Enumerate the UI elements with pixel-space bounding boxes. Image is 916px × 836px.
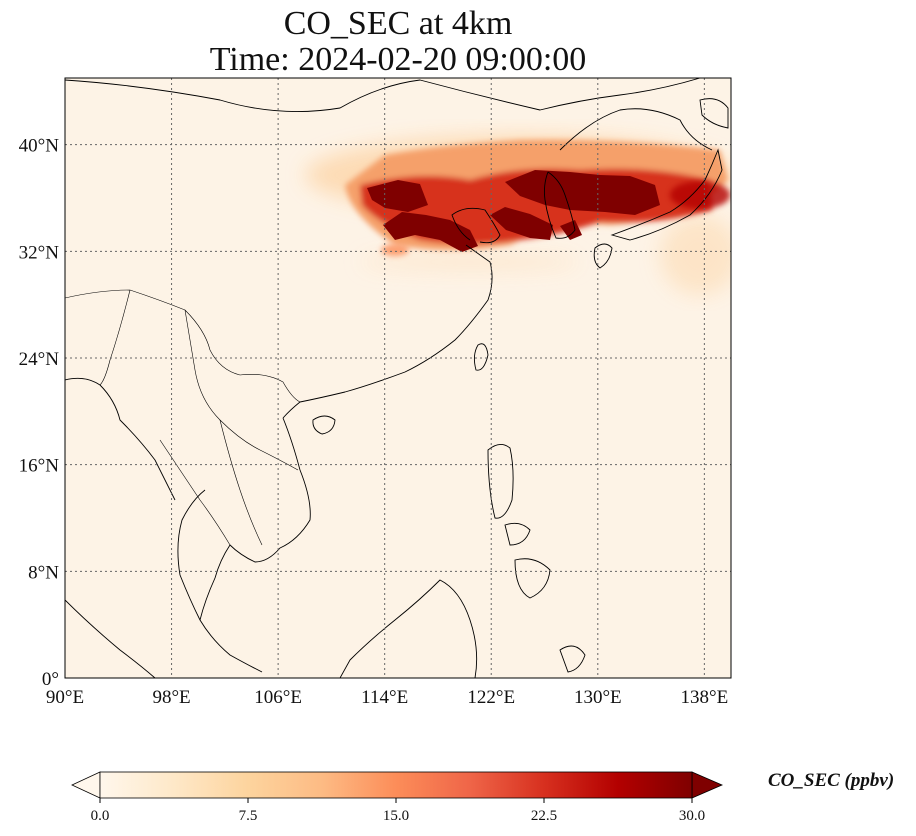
longitude-tick-label: 90°E bbox=[46, 687, 84, 708]
plume-core bbox=[367, 180, 428, 212]
colorbar-tick-label: 7.5 bbox=[239, 808, 258, 824]
japan-kyushu bbox=[593, 243, 613, 269]
sulawesi bbox=[559, 645, 586, 673]
malay-peninsula bbox=[177, 489, 206, 621]
longitude-tick-label: 98°E bbox=[152, 687, 190, 708]
longitude-tick-label: 130°E bbox=[574, 687, 622, 708]
indochina-coast bbox=[199, 417, 311, 673]
longitude-tick-label: 106°E bbox=[254, 687, 302, 708]
map-area bbox=[65, 78, 731, 678]
japan-honshu bbox=[610, 148, 723, 241]
latitude-tick-label: 24°N bbox=[19, 349, 60, 370]
longitude-tick-label: 138°E bbox=[681, 687, 729, 708]
colorbar-tick-label: 30.0 bbox=[679, 808, 705, 824]
colorbar-over-arrow bbox=[691, 771, 724, 799]
longitude-tick-label: 114°E bbox=[361, 687, 408, 708]
latitude-tick-label: 40°N bbox=[19, 136, 60, 157]
colorbar-tick-labels: 0.0 7.5 15.0 22.5 30.0 bbox=[91, 798, 705, 824]
map-subtitle-time: Time: 2024-02-20 09:00:00 bbox=[209, 41, 587, 78]
gridlines bbox=[65, 78, 731, 678]
north-border bbox=[65, 78, 701, 113]
border bbox=[159, 439, 231, 546]
country-borders bbox=[65, 289, 301, 546]
visayas bbox=[504, 522, 531, 546]
myanmar-coast bbox=[65, 377, 176, 501]
borneo bbox=[339, 579, 478, 678]
taiwan bbox=[473, 343, 489, 371]
plume-tail bbox=[381, 244, 409, 256]
japan-hokkaido bbox=[699, 98, 729, 129]
colorbar-body bbox=[99, 771, 693, 799]
border bbox=[99, 289, 131, 386]
sumatra bbox=[65, 599, 156, 678]
plume-haze bbox=[660, 215, 731, 295]
latitude-tick-label: 16°N bbox=[19, 456, 60, 477]
colorbar-tick-label: 0.0 bbox=[91, 808, 110, 824]
longitude-tick-labels: 90°E 98°E 106°E 114°E 122°E 130°E 138°E bbox=[46, 687, 728, 708]
plume-core bbox=[560, 220, 582, 240]
latitude-tick-labels: 0° 8°N 16°N 24°N 32°N 40°N bbox=[19, 136, 60, 690]
luzon bbox=[487, 444, 514, 519]
co-plume-field bbox=[305, 135, 731, 295]
hainan bbox=[312, 415, 336, 435]
latitude-tick-label: 0° bbox=[42, 669, 59, 690]
latitude-tick-label: 32°N bbox=[19, 242, 60, 263]
plume-haze bbox=[360, 254, 580, 270]
russia-border bbox=[559, 108, 713, 151]
colorbar-tick-label: 15.0 bbox=[383, 808, 409, 824]
plume-tail bbox=[670, 181, 730, 209]
korea-peninsula bbox=[543, 171, 576, 239]
longitude-tick-label: 122°E bbox=[467, 687, 515, 708]
border bbox=[219, 419, 263, 546]
plume-core bbox=[383, 212, 478, 252]
colorbar-tick-label: 22.5 bbox=[531, 808, 557, 824]
plume-core bbox=[490, 207, 553, 240]
colorbar: 0.0 7.5 15.0 22.5 30.0 bbox=[71, 771, 724, 824]
mindanao bbox=[514, 558, 551, 599]
colorbar-under-arrow bbox=[71, 771, 101, 799]
map-frame bbox=[64, 77, 732, 679]
plume-core bbox=[505, 170, 660, 215]
map-title: CO_SEC at 4km bbox=[283, 5, 513, 42]
colorbar-label: CO_SEC (ppbv) bbox=[768, 770, 895, 791]
coastlines bbox=[65, 78, 729, 678]
bohai-coast bbox=[451, 207, 501, 244]
latitude-tick-label: 8°N bbox=[28, 562, 59, 583]
plume-core-dark bbox=[367, 170, 660, 252]
